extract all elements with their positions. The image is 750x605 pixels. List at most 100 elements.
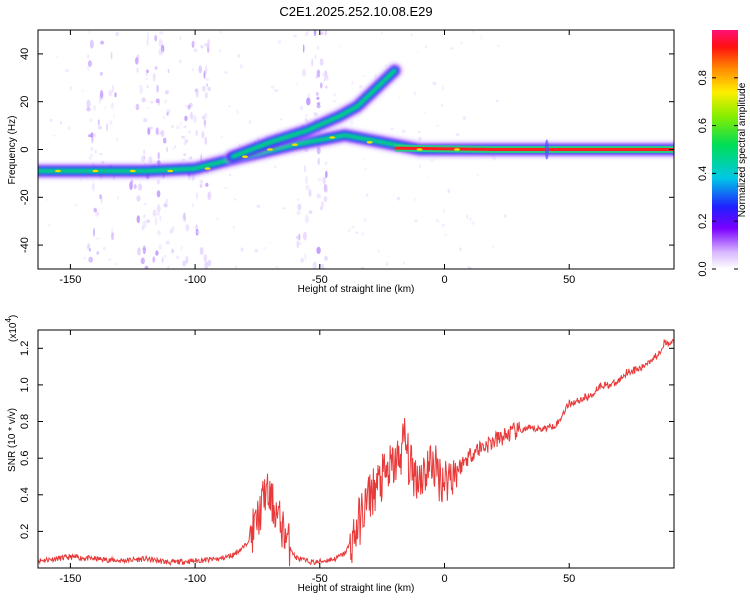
speckle (114, 262, 118, 266)
speckle (199, 247, 204, 255)
speckle (298, 242, 302, 245)
speckle (167, 265, 170, 269)
speckle (69, 86, 73, 91)
speckle (410, 33, 413, 37)
speckle (111, 84, 114, 93)
speckle (55, 56, 59, 58)
speckle (162, 137, 167, 144)
colorbar-tick-label: 0.2 (697, 214, 709, 229)
speckle (52, 134, 57, 137)
speckle (364, 167, 367, 171)
speckle (158, 38, 163, 48)
speckle (184, 115, 188, 122)
speckle (203, 119, 207, 127)
speckle (503, 214, 507, 218)
speckle (167, 68, 170, 74)
speckle (469, 217, 472, 221)
speckle (322, 176, 327, 185)
speckle (65, 69, 69, 73)
speckle (146, 107, 151, 110)
speckle (324, 161, 328, 166)
speckle (191, 203, 194, 208)
speckle (403, 261, 406, 265)
speckle (88, 242, 90, 249)
speckle (182, 214, 186, 222)
speckle (355, 231, 358, 234)
speckle (91, 182, 96, 192)
snr-multiplier-exp: 4 (4, 318, 13, 323)
snr-x-ticks: -150 -100 -50 0 50 (59, 330, 575, 585)
speckle (320, 201, 325, 208)
speckle (138, 183, 143, 191)
speckle (102, 246, 106, 251)
x-tick-label: -50 (312, 274, 328, 286)
speckle (274, 89, 279, 92)
speckle (228, 105, 231, 108)
speckle (239, 64, 243, 69)
speckle (87, 54, 90, 59)
speckle (201, 131, 205, 139)
spectrogram-ylabel: Frequency (Hz) (7, 116, 18, 185)
speckle (95, 237, 100, 240)
speckle (156, 133, 160, 136)
speckle (496, 44, 501, 48)
speckle (319, 194, 322, 199)
speckle (165, 198, 169, 204)
speckle (377, 248, 380, 254)
speckle (207, 191, 210, 201)
speckle (96, 251, 100, 255)
speckle (304, 117, 307, 122)
speckle (154, 35, 157, 42)
speckle (315, 91, 319, 96)
colorbar-tick-label: 0.4 (697, 166, 709, 181)
speckle (306, 97, 311, 106)
speckle (207, 86, 211, 92)
speckle (204, 261, 209, 269)
speckle (360, 232, 364, 236)
speckle (110, 102, 115, 109)
speckle (89, 118, 93, 122)
snr-multiplier-close: ) (8, 315, 19, 318)
speckle (194, 88, 199, 93)
speckle (189, 156, 193, 160)
speckle (141, 225, 144, 231)
speckle (159, 31, 164, 35)
speckle (492, 246, 494, 250)
speckle (179, 59, 182, 63)
speckle (316, 102, 321, 106)
speckle (365, 193, 369, 197)
speckle (83, 256, 86, 260)
speckle (166, 146, 169, 153)
speckle (187, 104, 191, 110)
speckle (143, 214, 146, 219)
speckle (196, 230, 200, 234)
spectrogram-background (45, 30, 507, 269)
speckle (163, 203, 168, 208)
ridge-hotspot (129, 169, 136, 173)
speckle (129, 181, 133, 190)
speckle (113, 114, 116, 119)
speckle (447, 188, 451, 194)
speckle (136, 215, 140, 224)
speckle (237, 53, 241, 58)
speckle (93, 207, 97, 213)
speckle (87, 60, 92, 67)
speckle (89, 257, 91, 262)
speckle (339, 45, 342, 48)
speckle (203, 113, 208, 119)
speckle (81, 89, 85, 92)
speckle (175, 255, 180, 260)
colorbar: 0.0 0.2 0.4 0.6 0.8 Normalized spectral ampl… (697, 30, 748, 277)
speckle (195, 129, 198, 137)
speckle (424, 45, 427, 49)
speckle (192, 115, 197, 124)
speckle (138, 84, 141, 87)
speckle (314, 54, 317, 60)
speckle (228, 173, 232, 176)
speckle (185, 224, 190, 232)
speckle (279, 118, 283, 121)
y-tick-label: -20 (19, 189, 31, 205)
speckle (194, 225, 197, 229)
speckle (430, 159, 434, 162)
speckle (269, 241, 272, 244)
